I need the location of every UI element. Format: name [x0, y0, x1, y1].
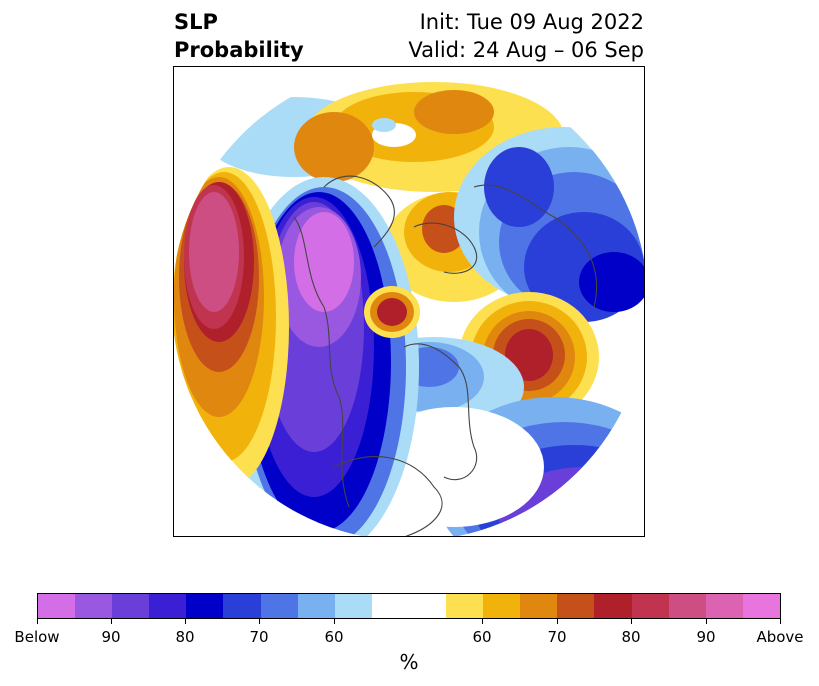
colorbar-tick-label: 90 [101, 628, 121, 646]
units-label: % [399, 650, 419, 674]
colorbar-segment [297, 594, 335, 618]
colorbar-tick-mark [557, 619, 558, 624]
colorbar-tick-label: 70 [249, 628, 269, 646]
colorbar-tick-label: 80 [175, 628, 195, 646]
colorbar-segment [446, 594, 484, 618]
valid-range: Valid: 24 Aug – 06 Sep [408, 38, 644, 62]
colorbar-tick-mark [631, 619, 632, 624]
colorbar-tick-label: 60 [472, 628, 492, 646]
colorbar-segment [483, 594, 521, 618]
colorbar-segment [594, 594, 632, 618]
map-frame [173, 66, 645, 537]
colorbar-tick-label: 70 [547, 628, 567, 646]
colorbar-segment [520, 594, 558, 618]
colorbar-segment [112, 594, 150, 618]
colorbar-tick-mark [37, 619, 38, 624]
init-date: Init: Tue 09 Aug 2022 [419, 10, 644, 34]
colorbar-segment [334, 594, 372, 618]
colorbar-tick-mark [334, 619, 335, 624]
title-probability: Probability [174, 38, 304, 62]
colorbar-segment [260, 594, 298, 618]
colorbar-segment [186, 594, 224, 618]
colorbar-tick-label: 60 [324, 628, 344, 646]
colorbar-tick-label: Above [756, 628, 804, 646]
colorbar-segment [75, 594, 113, 618]
colorbar [37, 593, 781, 619]
colorbar-tick-mark [780, 619, 781, 624]
colorbar-segment [223, 594, 261, 618]
colorbar-segment [668, 594, 706, 618]
colorbar-tick-label: Below [14, 628, 60, 646]
title-right: Init: Tue 09 Aug 2022 Valid: 24 Aug – 06… [408, 8, 644, 64]
colorbar-segment [742, 594, 780, 618]
colorbar-tick-label: 90 [696, 628, 716, 646]
polar-map-icon [174, 67, 644, 536]
title-left: SLP Probability [174, 8, 304, 64]
colorbar-tick-mark [185, 619, 186, 624]
colorbar-tick-label: 80 [621, 628, 641, 646]
colorbar-segment [371, 594, 447, 618]
colorbar-tick-mark [111, 619, 112, 624]
colorbar-tick-mark [706, 619, 707, 624]
colorbar-segment [38, 594, 76, 618]
colorbar-segment [705, 594, 743, 618]
colorbar-segment [557, 594, 595, 618]
colorbar-tick-mark [259, 619, 260, 624]
colorbar-segment [149, 594, 187, 618]
colorbar-tick-mark [482, 619, 483, 624]
colorbar-segment [631, 594, 669, 618]
title-slp: SLP [174, 10, 218, 34]
